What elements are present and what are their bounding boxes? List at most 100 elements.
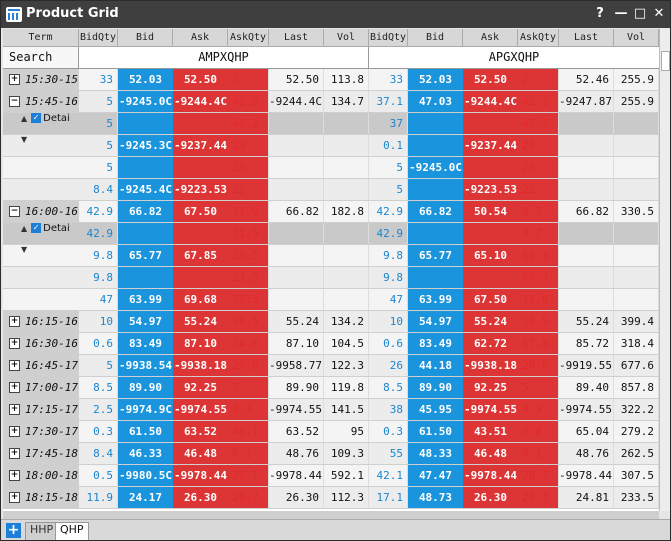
ask-cell[interactable]: -9974.55 (463, 399, 518, 420)
title-bar[interactable]: Product Grid ? — □ ✕ (1, 1, 670, 28)
column-header-askqty[interactable]: AskQty (228, 29, 269, 46)
bid-cell[interactable]: 47.03 (408, 91, 463, 112)
askqty-cell[interactable]: 23.5 (228, 267, 269, 288)
ask-cell[interactable] (463, 157, 518, 178)
askqty-cell[interactable]: 23.5 (228, 245, 269, 266)
askqty-cell[interactable]: 42.2 (518, 91, 559, 112)
column-header-last[interactable]: Last (559, 29, 614, 46)
askqty-cell[interactable]: 28.7 (228, 465, 269, 486)
detail-row[interactable]: 47 63.99 69.68 78.3 47 63.99 67.50 11.9 (3, 289, 659, 311)
ask-cell[interactable]: 55.24 (173, 311, 228, 332)
bid-cell[interactable]: 47.47 (408, 465, 463, 486)
ask-cell[interactable]: 50.54 (463, 201, 518, 222)
term-row[interactable]: +16:30-16 0.6 83.49 87.10 24.6 87.10 104.5 0.6 8… (3, 333, 659, 355)
askqty-cell[interactable]: 20.8 (518, 355, 559, 376)
ask-cell[interactable]: 26.30 (173, 487, 228, 508)
ask-cell[interactable]: -9237.44 (463, 135, 518, 156)
bid-cell[interactable] (408, 135, 463, 156)
checkbox-checked-icon[interactable]: ✓ (31, 223, 42, 233)
ask-cell[interactable] (173, 267, 228, 288)
askqty-cell[interactable]: 16.5 (228, 311, 269, 332)
ask-cell[interactable]: 92.25 (173, 377, 228, 398)
askqty-cell[interactable]: 46.1 (228, 421, 269, 442)
checkbox-checked-icon[interactable]: ✓ (31, 113, 42, 123)
askqty-cell[interactable]: 23 (228, 135, 269, 156)
bid-cell[interactable]: 54.97 (118, 311, 173, 332)
expand-icon[interactable]: + (9, 492, 20, 503)
bid-cell[interactable]: 48.33 (408, 443, 463, 464)
tab-qhp[interactable]: QHP (55, 522, 89, 540)
term-row[interactable]: +18:00-18 0.5 -9980.5C -9978.44 28.7 -9978.44… (3, 465, 659, 487)
scroll-thumb[interactable] (661, 51, 670, 71)
ask-cell[interactable]: -9938.18 (463, 355, 518, 376)
detail-row[interactable]: ▲ ✓ Detai 5 42.2 37 42.2 (3, 113, 659, 135)
bid-cell[interactable]: 45.95 (408, 399, 463, 420)
bid-cell[interactable] (408, 179, 463, 200)
bid-cell[interactable]: -9938.54 (118, 355, 173, 376)
askqty-cell[interactable]: 3.3 (518, 399, 559, 420)
ask-cell[interactable]: 62.72 (463, 333, 518, 354)
term-row[interactable]: +16:45-17 5 -9938.54 -9938.18 20.8 -9958.77 12… (3, 355, 659, 377)
bid-cell[interactable] (408, 113, 463, 134)
ask-cell[interactable] (173, 113, 228, 134)
bid-cell[interactable]: -9974.9C (118, 399, 173, 420)
maximize-button[interactable]: □ (633, 6, 647, 21)
detail-row[interactable]: ▼ 5 -9245.3C -9237.44 23 0.1 -9237.44 23 (3, 135, 659, 157)
askqty-cell[interactable]: 2 (518, 69, 559, 90)
collapse-icon[interactable]: − (9, 96, 20, 107)
horizontal-scrollbar[interactable] (3, 511, 659, 519)
askqty-cell[interactable]: 42.2 (518, 113, 559, 134)
bid-cell[interactable]: 65.77 (408, 245, 463, 266)
ask-cell[interactable]: 67.50 (463, 289, 518, 310)
expand-triangle-icon[interactable]: ▼ (21, 245, 28, 254)
term-row[interactable]: −15:45-16 5 -9245.0C -9244.4C 42.2 -9244.4C 13… (3, 91, 659, 113)
ask-cell[interactable] (463, 113, 518, 134)
bid-cell[interactable]: 24.17 (118, 487, 173, 508)
ask-cell[interactable]: 46.48 (173, 443, 228, 464)
column-header-ask[interactable]: Ask (173, 29, 228, 46)
askqty-cell[interactable]: 42.2 (228, 113, 269, 134)
ask-cell[interactable]: 52.50 (173, 69, 228, 90)
bid-cell[interactable] (118, 113, 173, 134)
expand-triangle-icon[interactable]: ▼ (21, 135, 28, 144)
expand-icon[interactable]: + (9, 426, 20, 437)
askqty-cell[interactable]: 20.8 (228, 355, 269, 376)
help-button[interactable]: ? (596, 6, 604, 21)
askqty-cell[interactable]: 69.3 (518, 245, 559, 266)
bid-cell[interactable]: -9245.0C (118, 91, 173, 112)
askqty-cell[interactable]: 0.1 (518, 443, 559, 464)
bid-cell[interactable]: 66.82 (408, 201, 463, 222)
askqty-cell[interactable]: 22 (518, 179, 559, 200)
ask-cell[interactable]: -9223.53 (463, 179, 518, 200)
bid-cell[interactable]: 63.99 (408, 289, 463, 310)
bid-cell[interactable] (118, 157, 173, 178)
ask-cell[interactable]: 63.52 (173, 421, 228, 442)
bid-cell[interactable]: 83.49 (408, 333, 463, 354)
askqty-cell[interactable]: 67.8 (518, 333, 559, 354)
expand-icon[interactable]: + (9, 382, 20, 393)
bid-cell[interactable] (408, 223, 463, 244)
bid-cell[interactable] (118, 223, 173, 244)
askqty-cell[interactable]: 3.3 (228, 399, 269, 420)
column-header-term[interactable]: Term (3, 29, 79, 46)
askqty-cell[interactable]: 11.9 (228, 223, 269, 244)
detail-row[interactable]: ▲ ✓ Detai 42.9 11.9 42.9 0.7 (3, 223, 659, 245)
askqty-cell[interactable]: 0.1 (228, 443, 269, 464)
bid-cell[interactable]: 52.03 (118, 69, 173, 90)
ask-cell[interactable]: 92.25 (463, 377, 518, 398)
column-header-bidqty[interactable]: BidQty (369, 29, 408, 46)
expand-icon[interactable]: + (9, 74, 20, 85)
askqty-cell[interactable]: 23 (518, 157, 559, 178)
ask-cell[interactable] (463, 267, 518, 288)
column-header-ask[interactable]: Ask (463, 29, 518, 46)
bid-cell[interactable]: 44.18 (408, 355, 463, 376)
bid-cell[interactable]: -9245.0C (408, 157, 463, 178)
expand-icon[interactable]: + (9, 470, 20, 481)
askqty-cell[interactable]: 23 (518, 135, 559, 156)
askqty-cell[interactable]: 16.5 (518, 311, 559, 332)
askqty-cell[interactable]: 0.7 (518, 201, 559, 222)
term-row[interactable]: +17:45-18 8.4 46.33 46.48 0.1 48.76 109.3 55 48.… (3, 443, 659, 465)
ask-cell[interactable]: -9244.4C (463, 91, 518, 112)
column-header-last[interactable]: Last (269, 29, 324, 46)
column-header-vol[interactable]: Vol (324, 29, 369, 46)
